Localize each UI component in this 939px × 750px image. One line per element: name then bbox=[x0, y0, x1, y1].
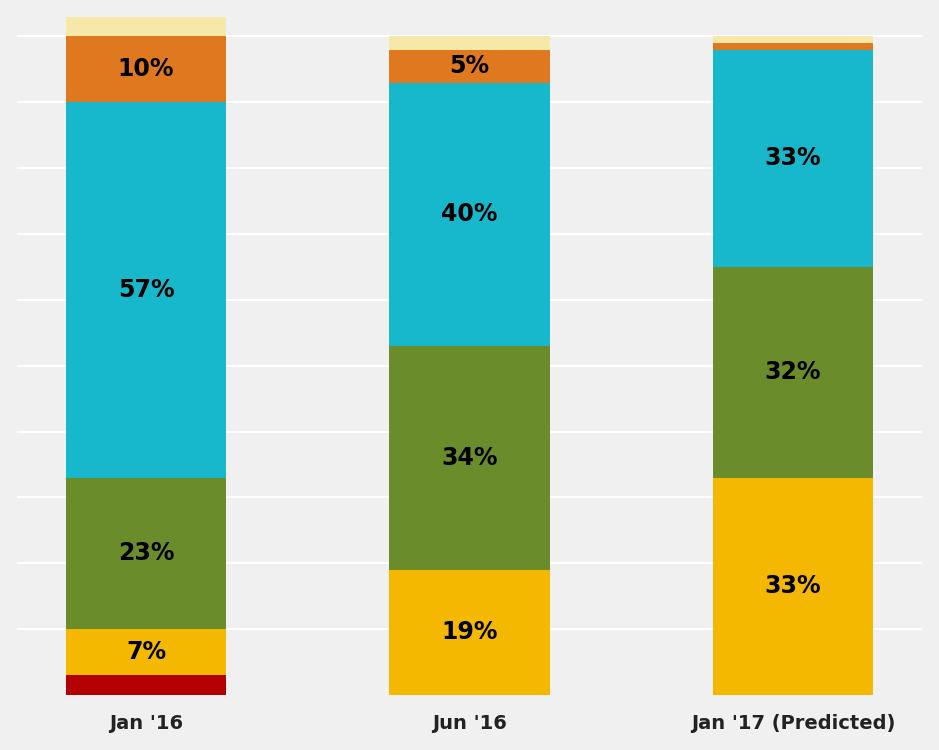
Bar bbox=[66, 16, 226, 37]
Text: 10%: 10% bbox=[117, 57, 175, 81]
Text: 33%: 33% bbox=[764, 146, 822, 170]
Bar bbox=[66, 102, 226, 478]
Bar bbox=[66, 675, 226, 695]
Text: 23%: 23% bbox=[117, 542, 175, 566]
Text: 5%: 5% bbox=[450, 54, 489, 78]
Text: 19%: 19% bbox=[441, 620, 498, 644]
Bar bbox=[66, 37, 226, 102]
Bar bbox=[66, 478, 226, 629]
Bar bbox=[713, 43, 873, 50]
Text: 57%: 57% bbox=[117, 278, 175, 302]
Text: 32%: 32% bbox=[764, 360, 822, 384]
Bar bbox=[390, 346, 549, 570]
Text: 33%: 33% bbox=[764, 574, 822, 598]
Bar bbox=[713, 37, 873, 43]
Bar bbox=[713, 50, 873, 267]
Bar bbox=[66, 629, 226, 675]
Text: 40%: 40% bbox=[441, 202, 498, 226]
Text: 34%: 34% bbox=[441, 446, 498, 470]
Bar bbox=[390, 82, 549, 346]
Bar bbox=[390, 37, 549, 50]
Text: 7%: 7% bbox=[126, 640, 166, 664]
Bar bbox=[390, 570, 549, 695]
Bar bbox=[390, 50, 549, 82]
Bar bbox=[713, 478, 873, 695]
Bar bbox=[713, 267, 873, 478]
